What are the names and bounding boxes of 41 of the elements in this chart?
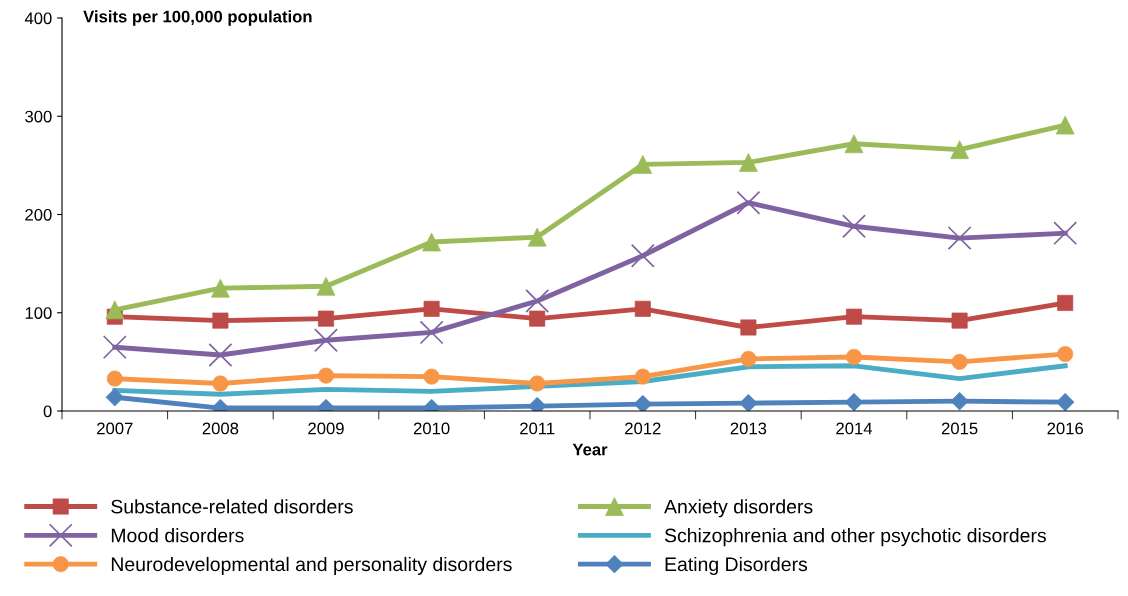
point (1053, 221, 1078, 246)
legend-label: Eating Disorders (665, 556, 808, 576)
legend-label: Schizophrenia and other psychotic disorders (664, 528, 1046, 547)
point (846, 308, 862, 325)
point (947, 226, 972, 251)
y-axis-title: Visits per 100,000 population (83, 10, 312, 26)
y-tick-label: 0 (43, 405, 52, 418)
x-tick-label: 2015 (941, 422, 978, 435)
legend-label: Anxiety disorders (664, 499, 813, 518)
y-tick-label: 200 (25, 208, 52, 221)
legend-label: Substance-related disorders (111, 499, 353, 514)
y-tick-label: 300 (25, 110, 52, 123)
point (419, 320, 444, 345)
point (739, 393, 758, 411)
point (208, 343, 233, 367)
point (102, 335, 127, 360)
legend-label: Neurodevelopmental and personality disorders (111, 556, 512, 576)
point (633, 394, 652, 411)
x-tick-label: 2011 (520, 422, 555, 435)
point (314, 328, 338, 353)
point (842, 214, 866, 239)
point (105, 300, 125, 320)
x-tick-label: 2012 (625, 422, 661, 435)
point (950, 140, 969, 160)
y-tick-label: 400 (24, 12, 52, 25)
legend-label: Mood disorders (111, 528, 244, 543)
point (951, 353, 968, 370)
point (736, 190, 761, 215)
x-tick-label: 2009 (308, 422, 344, 435)
y-tick-label: 100 (25, 307, 52, 319)
x-tick-label: 2007 (97, 422, 133, 435)
x-tick-label: 2010 (413, 422, 450, 435)
x-tick-label: 2008 (202, 422, 239, 435)
point (1057, 294, 1074, 311)
point (630, 243, 655, 268)
point (318, 310, 334, 327)
x-tick-label: 2013 (730, 422, 767, 435)
x-tick-label: 2014 (836, 422, 873, 435)
x-tick-label: 2016 (1047, 422, 1084, 435)
point (525, 289, 550, 313)
x-axis-title: Year (572, 443, 608, 456)
